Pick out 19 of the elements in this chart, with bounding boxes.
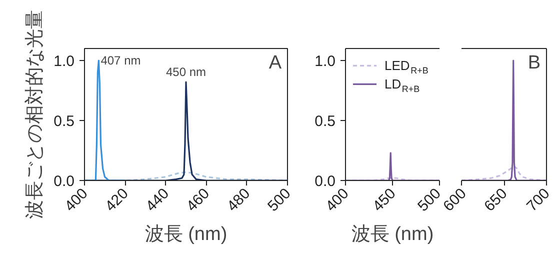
x-tick-label: 440 — [142, 185, 172, 215]
x-tick-label: 700 — [524, 185, 554, 215]
y-tick-label: 1.0 — [54, 53, 75, 70]
x-tick-label: 650 — [481, 185, 511, 215]
y-tick-label: 0.5 — [314, 113, 336, 130]
x-tick-label: 480 — [224, 185, 254, 215]
annotation: 450 nm — [166, 65, 206, 80]
x-tick-label: 460 — [183, 185, 214, 215]
x-tick-label: 450 — [370, 185, 400, 215]
y-tick-label: 1.0 — [314, 53, 336, 70]
annotation: B — [528, 52, 541, 74]
x-tick-label: 500 — [264, 185, 294, 215]
x-axis-title: 波長 (nm) — [144, 224, 228, 245]
annotation: A — [268, 52, 282, 74]
y-axis-title: 波長ごとの相対的な光量 — [24, 10, 46, 219]
y-tick-label: 0.5 — [54, 113, 75, 130]
x-tick-label: 420 — [102, 185, 132, 215]
x-axis-title: 波長 (nm) — [351, 224, 434, 245]
annotation: 407 nm — [100, 54, 141, 68]
